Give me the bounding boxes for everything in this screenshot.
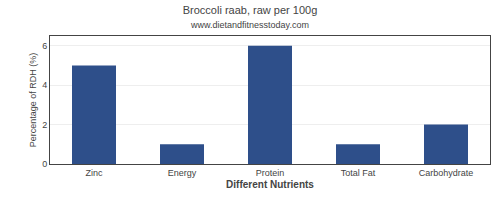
svg-text:Carbohydrate: Carbohydrate [419,168,474,178]
svg-text:2: 2 [42,120,47,130]
svg-text:6: 6 [42,41,47,51]
svg-text:Zinc: Zinc [85,168,103,178]
svg-text:Different Nutrients: Different Nutrients [226,179,314,190]
svg-text:Total Fat: Total Fat [341,168,376,178]
svg-text:Protein: Protein [256,168,285,178]
svg-text:0: 0 [42,159,47,169]
svg-text:Percentage of RDH (%): Percentage of RDH (%) [28,53,38,148]
svg-text:Energy: Energy [168,168,197,178]
svg-text:Broccoli raab, raw per 100gwww: Broccoli raab, raw per 100gwww.dietandfi… [183,4,318,30]
svg-text:4: 4 [42,80,47,90]
